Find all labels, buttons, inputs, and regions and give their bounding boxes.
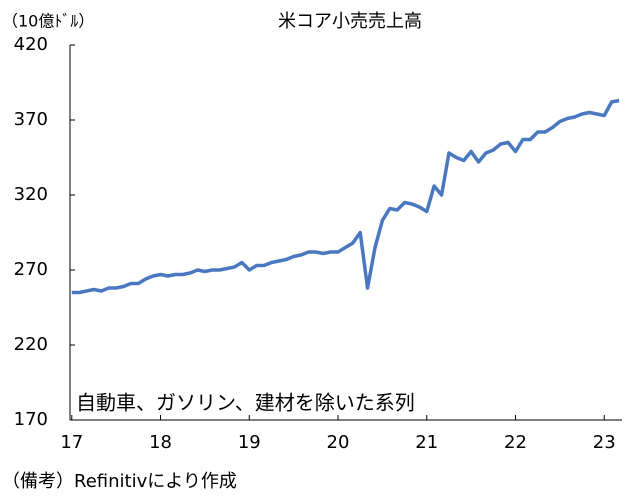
note: （備考）Refinitivにより作成: [2, 471, 237, 492]
y-tick-label: 170: [14, 409, 48, 430]
series-line: [71, 98, 620, 295]
x-tick-label: 19: [238, 432, 261, 453]
x-tick-label: 17: [60, 432, 83, 453]
y-tick-label: 270: [14, 259, 48, 280]
x-tick-label: 18: [149, 432, 172, 453]
y-tick-label: 420: [14, 34, 48, 55]
annotation: 自動車、ガソリン、建材を除いた系列: [76, 391, 415, 415]
y-tick-label: 370: [14, 109, 48, 130]
x-tick-label: 21: [415, 432, 438, 453]
y-tick-label: 220: [14, 334, 48, 355]
chart-title: 米コア小売売上高: [278, 11, 422, 32]
y-axis-unit: （10億ﾄﾞﾙ）: [2, 12, 94, 31]
x-tick-label: 23: [593, 432, 616, 453]
y-tick-label: 320: [14, 184, 48, 205]
x-tick-label: 22: [504, 432, 527, 453]
x-tick-label: 20: [327, 432, 350, 453]
